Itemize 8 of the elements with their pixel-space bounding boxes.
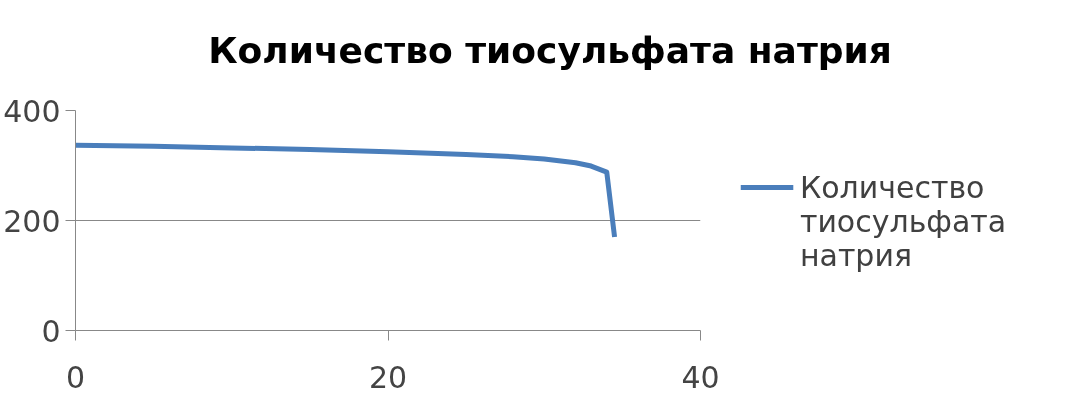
y-tick-label: 400 (3, 93, 61, 129)
x-tick-label: 20 (368, 359, 408, 395)
y-tick-label: 0 (41, 313, 61, 349)
y-tick-label: 200 (3, 203, 61, 239)
x-tick-label: 0 (65, 359, 86, 395)
legend-label: Количество тиосульфата натрия (799, 170, 1007, 274)
chart-title: Количество тиосульфата натрия (208, 29, 892, 73)
x-tick-label: 40 (681, 359, 720, 395)
